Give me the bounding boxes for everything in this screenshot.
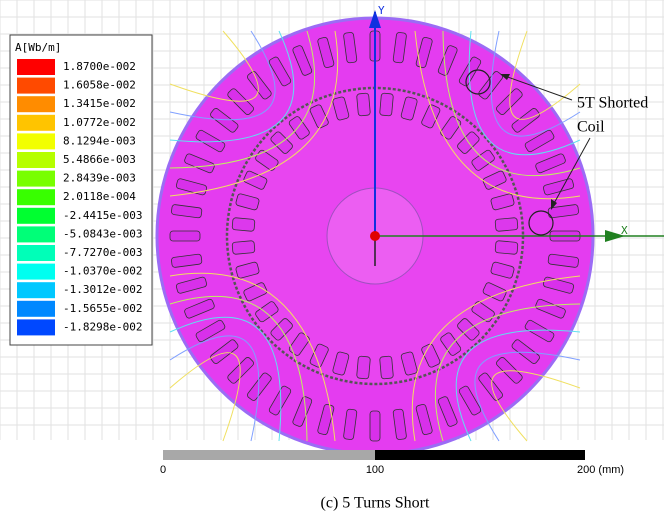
rotor-slot (357, 356, 371, 379)
legend-label: -1.5655e-002 (63, 302, 142, 315)
legend-swatch (17, 78, 55, 94)
legend-swatch (17, 133, 55, 149)
annotation-line: Coil (577, 119, 605, 136)
legend-label: 5.4866e-003 (63, 153, 136, 166)
rotor-slot (380, 93, 394, 116)
rotor-slot (380, 356, 394, 379)
legend-swatch (17, 59, 55, 75)
legend-label: -2.4415e-003 (63, 209, 142, 222)
scale-label: 200 (mm) (577, 464, 624, 476)
origin (370, 231, 380, 241)
legend-swatch (17, 282, 55, 298)
legend-swatch (17, 245, 55, 261)
legend-swatch (17, 301, 55, 317)
x-axis-label: X (621, 224, 628, 237)
legend-label: 2.0118e-004 (63, 190, 136, 203)
legend-label: -5.0843e-003 (63, 227, 142, 240)
legend-label: 1.3415e-002 (63, 97, 136, 110)
scale-bar-light (163, 450, 375, 460)
annotation-line: 5T Shorted (577, 95, 648, 112)
caption: (c) 5 Turns Short (321, 495, 430, 512)
legend-swatch (17, 264, 55, 280)
rotor-slot (357, 93, 371, 116)
legend-swatch (17, 152, 55, 168)
legend-swatch (17, 189, 55, 205)
legend-swatch (17, 96, 55, 112)
legend-label: -1.3012e-002 (63, 283, 142, 296)
y-axis-label: Y (378, 4, 385, 17)
legend-label: -7.7270e-003 (63, 246, 142, 259)
rotor-slot (232, 218, 255, 232)
rotor-slot (495, 218, 518, 232)
legend-label: 1.0772e-002 (63, 116, 136, 129)
legend-title: A[Wb/m] (15, 41, 61, 54)
stator-slot (170, 231, 200, 241)
scale-bar-dark (375, 450, 585, 460)
stator-slot (370, 411, 380, 441)
legend-label: -1.8298e-002 (63, 320, 142, 333)
legend-swatch (17, 115, 55, 131)
legend-swatch (17, 171, 55, 187)
legend-swatch (17, 319, 55, 335)
rotor-slot (232, 241, 255, 255)
legend-label: 2.8439e-003 (63, 172, 136, 185)
legend: A[Wb/m] 1.8700e-002 1.6058e-002 1.3415e-00… (10, 35, 152, 345)
rotor-slot (495, 241, 518, 255)
scale-label: 0 (160, 464, 166, 476)
legend-label: 1.8700e-002 (63, 60, 136, 73)
legend-label: -1.0370e-002 (63, 265, 142, 278)
legend-label: 1.6058e-002 (63, 79, 136, 92)
scale-label: 100 (366, 464, 384, 476)
legend-label: 8.1294e-003 (63, 134, 136, 147)
legend-swatch (17, 226, 55, 242)
legend-swatch (17, 208, 55, 224)
figure: Y X 5T Shorted Coil A[Wb/m] 1.8700e-002 1… (0, 0, 664, 520)
